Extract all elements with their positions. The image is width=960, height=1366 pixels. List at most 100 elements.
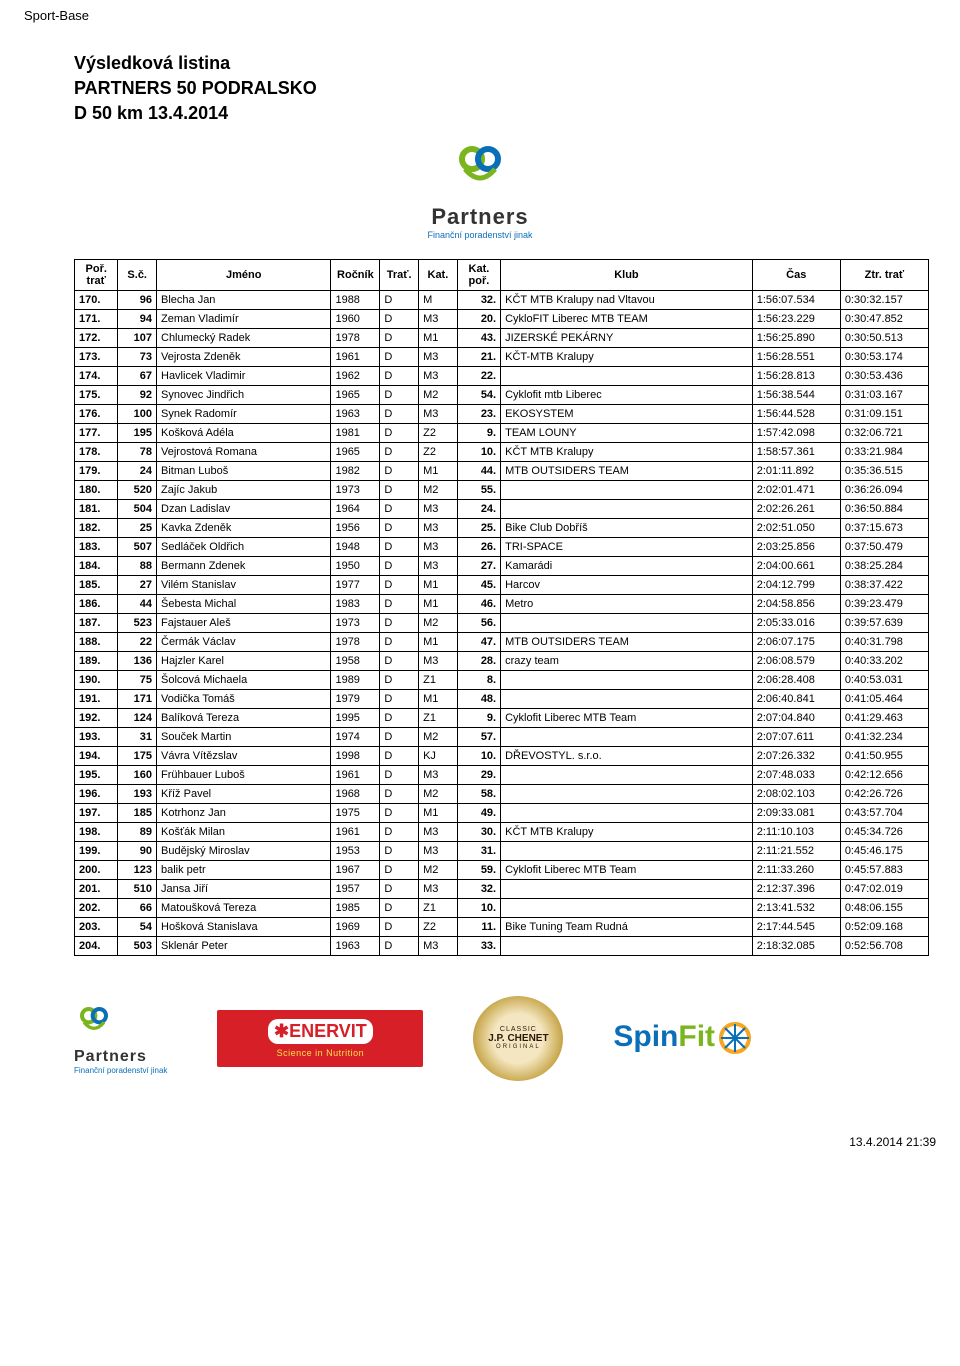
cell-ztr: 0:47:02.019 <box>840 879 928 898</box>
cell-jmeno: Souček Martin <box>157 727 331 746</box>
partners-icon <box>450 137 510 197</box>
header-line-2: PARTNERS 50 PODRALSKO <box>74 76 936 101</box>
table-row: 201.510Jansa Jiří1957DM332.2:12:37.3960:… <box>75 879 929 898</box>
cell-jmeno: Zajíc Jakub <box>157 480 331 499</box>
cell-cas: 1:57:42.098 <box>752 423 840 442</box>
cell-por: 189. <box>75 651 118 670</box>
cell-cas: 2:18:32.085 <box>752 936 840 955</box>
cell-rocnik: 1953 <box>331 841 380 860</box>
partners-icon-small <box>74 1001 114 1041</box>
cell-cas: 1:56:38.544 <box>752 385 840 404</box>
table-row: 177.195Košková Adéla1981DZ29.TEAM LOUNY1… <box>75 423 929 442</box>
cell-ztr: 0:40:53.031 <box>840 670 928 689</box>
cell-rocnik: 1967 <box>331 860 380 879</box>
cell-trat: D <box>380 651 419 670</box>
sponsor-partners-word: Partners <box>74 1048 167 1066</box>
cell-por: 188. <box>75 632 118 651</box>
cell-klub: CykloFIT Liberec MTB TEAM <box>501 309 753 328</box>
cell-rocnik: 1964 <box>331 499 380 518</box>
cell-rocnik: 1957 <box>331 879 380 898</box>
table-row: 185.27Vilém Stanislav1977DM145.Harcov2:0… <box>75 575 929 594</box>
cell-kp: 45. <box>457 575 500 594</box>
cell-por: 199. <box>75 841 118 860</box>
table-row: 174.67Havlicek Vladimir1962DM322.1:56:28… <box>75 366 929 385</box>
cell-sc: 54 <box>118 917 157 936</box>
cell-sc: 73 <box>118 347 157 366</box>
cell-klub <box>501 689 753 708</box>
cell-por: 174. <box>75 366 118 385</box>
cell-ztr: 0:41:32.234 <box>840 727 928 746</box>
cell-por: 198. <box>75 822 118 841</box>
cell-kat: M3 <box>419 936 458 955</box>
cell-trat: D <box>380 575 419 594</box>
cell-kat: M3 <box>419 841 458 860</box>
cell-kat: M1 <box>419 594 458 613</box>
cell-trat: D <box>380 423 419 442</box>
cell-ztr: 0:41:05.464 <box>840 689 928 708</box>
cell-por: 195. <box>75 765 118 784</box>
table-row: 199.90Budějský Miroslav1953DM331.2:11:21… <box>75 841 929 860</box>
cell-sc: 100 <box>118 404 157 423</box>
page-header: Výsledková listina PARTNERS 50 PODRALSKO… <box>74 51 936 127</box>
col-trat: Trať. <box>380 259 419 290</box>
cell-sc: 160 <box>118 765 157 784</box>
table-row: 173.73Vejrosta Zdeněk1961DM321.KČT-MTB K… <box>75 347 929 366</box>
cell-jmeno: Balíková Tereza <box>157 708 331 727</box>
cell-trat: D <box>380 594 419 613</box>
cell-trat: D <box>380 727 419 746</box>
cell-ztr: 0:38:37.422 <box>840 575 928 594</box>
cell-kp: 21. <box>457 347 500 366</box>
cell-trat: D <box>380 309 419 328</box>
table-row: 187.523Fajstauer Aleš1973DM256.2:05:33.0… <box>75 613 929 632</box>
cell-cas: 2:06:40.841 <box>752 689 840 708</box>
cell-ztr: 0:40:31.798 <box>840 632 928 651</box>
cell-jmeno: Budějský Miroslav <box>157 841 331 860</box>
cell-kp: 57. <box>457 727 500 746</box>
cell-jmeno: Dzan Ladislav <box>157 499 331 518</box>
cell-sc: 25 <box>118 518 157 537</box>
cell-cas: 2:04:12.799 <box>752 575 840 594</box>
cell-cas: 2:02:01.471 <box>752 480 840 499</box>
chenet-top: CLASSIC <box>473 1026 563 1033</box>
cell-kp: 11. <box>457 917 500 936</box>
cell-por: 181. <box>75 499 118 518</box>
col-sc: S.č. <box>118 259 157 290</box>
cell-ztr: 0:42:26.726 <box>840 784 928 803</box>
cell-rocnik: 1958 <box>331 651 380 670</box>
cell-rocnik: 1973 <box>331 480 380 499</box>
cell-por: 194. <box>75 746 118 765</box>
enervit-brand: ✱ENERVIT <box>268 1019 373 1044</box>
cell-trat: D <box>380 461 419 480</box>
cell-kat: M3 <box>419 347 458 366</box>
table-row: 200.123balik petr1967DM259.Cyklofit Libe… <box>75 860 929 879</box>
table-row: 181.504Dzan Ladislav1964DM324.2:02:26.26… <box>75 499 929 518</box>
cell-kp: 8. <box>457 670 500 689</box>
cell-jmeno: Synek Radomír <box>157 404 331 423</box>
cell-cas: 1:56:07.534 <box>752 290 840 309</box>
table-row: 172.107Chlumecký Radek1978DM143.JIZERSKÉ… <box>75 328 929 347</box>
cell-ztr: 0:30:47.852 <box>840 309 928 328</box>
cell-kat: M2 <box>419 613 458 632</box>
cell-sc: 171 <box>118 689 157 708</box>
cell-sc: 124 <box>118 708 157 727</box>
cell-cas: 2:11:21.552 <box>752 841 840 860</box>
cell-ztr: 0:45:34.726 <box>840 822 928 841</box>
sponsor-spinfit: SpinFit <box>613 1020 753 1056</box>
cell-cas: 2:07:48.033 <box>752 765 840 784</box>
cell-rocnik: 1982 <box>331 461 380 480</box>
cell-trat: D <box>380 765 419 784</box>
cell-rocnik: 1995 <box>331 708 380 727</box>
col-katpor: Kat. poř. <box>457 259 500 290</box>
cell-ztr: 0:30:53.174 <box>840 347 928 366</box>
cell-jmeno: Hajzler Karel <box>157 651 331 670</box>
cell-kp: 44. <box>457 461 500 480</box>
cell-kp: 31. <box>457 841 500 860</box>
cell-cas: 2:09:33.081 <box>752 803 840 822</box>
table-header-row: Poř. trať S.č. Jméno Ročník Trať. Kat. K… <box>75 259 929 290</box>
cell-klub <box>501 936 753 955</box>
cell-sc: 520 <box>118 480 157 499</box>
cell-trat: D <box>380 537 419 556</box>
cell-por: 186. <box>75 594 118 613</box>
cell-por: 197. <box>75 803 118 822</box>
footer-timestamp: 13.4.2014 21:39 <box>0 1135 936 1149</box>
